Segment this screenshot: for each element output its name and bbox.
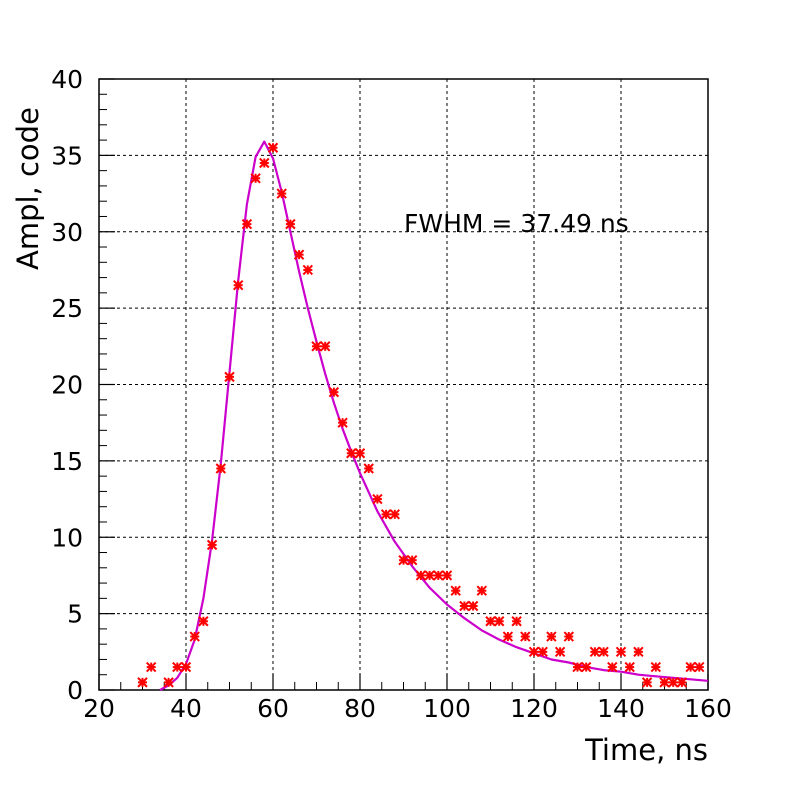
data-point — [511, 616, 522, 627]
data-point — [328, 386, 340, 398]
x-tick-label: 100 — [423, 694, 471, 723]
data-point — [319, 341, 331, 352]
data-point — [145, 661, 157, 673]
data-point — [180, 661, 192, 673]
data-point — [624, 661, 635, 673]
data-point — [502, 631, 514, 642]
plot-frame — [98, 78, 709, 691]
x-tick-label: 80 — [344, 694, 376, 723]
data-point — [676, 677, 688, 688]
data-point — [372, 493, 383, 505]
data-point — [259, 157, 270, 169]
x-tick-labels: 20 40 60 80 100 120 140 160 — [83, 694, 732, 723]
data-point — [406, 554, 418, 566]
data-point — [607, 661, 618, 673]
y-tick-label: 0 — [67, 676, 83, 705]
data-point — [450, 585, 461, 596]
data-point — [163, 677, 174, 688]
data-point — [276, 188, 287, 199]
data-point — [554, 646, 566, 658]
data-point — [546, 631, 557, 642]
data-point — [493, 616, 505, 627]
y-axis-title: Ampl, code — [11, 107, 45, 270]
x-tick-label: 140 — [597, 694, 645, 723]
data-point — [337, 417, 348, 428]
y-tick-labels: 0 5 10 15 20 25 30 35 40 — [51, 65, 83, 705]
data-point — [241, 218, 253, 230]
data-point — [633, 646, 644, 658]
data-point — [224, 371, 235, 383]
x-tick-label: 40 — [170, 694, 202, 723]
data-point — [415, 570, 427, 581]
data-point — [659, 677, 670, 688]
data-point — [485, 616, 496, 627]
y-tick-label: 20 — [51, 371, 83, 400]
data-point — [293, 249, 305, 260]
data-point — [650, 661, 662, 673]
data-point — [441, 570, 453, 581]
data-point — [589, 646, 601, 658]
data-point — [189, 631, 200, 642]
fwhm-annotation: FWHM = 37.49 ns — [404, 209, 629, 238]
data-point — [206, 539, 218, 551]
y-tick-label: 5 — [67, 600, 83, 629]
data-point — [346, 448, 357, 459]
y-tick-label: 40 — [51, 65, 83, 94]
data-point — [572, 661, 583, 673]
y-tick-label: 10 — [51, 523, 83, 552]
data-point — [198, 616, 209, 627]
data-point — [563, 631, 575, 642]
x-axis-title: Time, ns — [584, 733, 708, 767]
data-point — [380, 509, 392, 520]
x-tick-label: 20 — [83, 694, 115, 723]
data-point — [667, 677, 679, 688]
data-point — [459, 600, 470, 612]
grid-lines — [99, 79, 708, 690]
data-point — [537, 646, 548, 658]
data-point — [424, 570, 435, 581]
data-point — [389, 509, 401, 520]
data-point — [476, 585, 488, 596]
x-tick-label: 160 — [684, 694, 732, 723]
y-tick-label: 35 — [51, 141, 83, 170]
y-tick-label: 25 — [51, 294, 83, 323]
y-tick-label: 30 — [51, 218, 83, 247]
data-point — [172, 661, 183, 673]
data-point — [598, 646, 609, 658]
data-point — [285, 218, 296, 230]
data-point — [615, 646, 627, 658]
x-tick-label: 120 — [510, 694, 558, 723]
data-point — [250, 173, 261, 184]
data-point — [433, 570, 444, 581]
data-point — [685, 661, 696, 673]
y-tick-label: 15 — [51, 447, 83, 476]
data-point — [363, 463, 374, 474]
data-point — [580, 661, 592, 673]
data-point — [398, 554, 409, 566]
data-point — [311, 341, 322, 352]
data-point — [694, 661, 705, 673]
data-point — [641, 677, 653, 688]
data-point — [354, 448, 366, 459]
data-point — [528, 646, 540, 658]
data-point — [215, 463, 227, 474]
data-point — [267, 142, 279, 153]
x-tick-label: 60 — [257, 694, 289, 723]
data-point — [302, 264, 314, 276]
data-point — [520, 631, 531, 642]
data-point — [467, 600, 479, 612]
data-point — [137, 677, 148, 688]
data-point — [232, 280, 244, 291]
data-points-layer — [137, 142, 705, 688]
